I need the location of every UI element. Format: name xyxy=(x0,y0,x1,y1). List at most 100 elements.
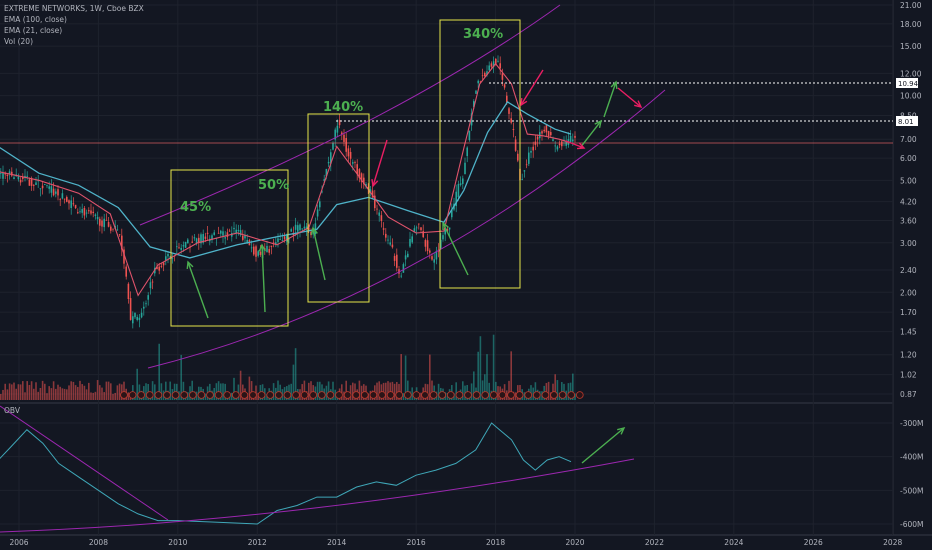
volume-bar xyxy=(92,392,94,400)
candle-body xyxy=(191,241,193,243)
red-arrow xyxy=(372,139,388,187)
red-arrow-head xyxy=(520,97,528,107)
candle-body xyxy=(433,259,435,263)
volume-bar xyxy=(426,384,429,400)
earnings-marker xyxy=(154,391,163,399)
candle-body xyxy=(8,171,11,175)
volume-bar xyxy=(277,380,279,400)
channel-lower-line xyxy=(147,89,666,369)
volume-bar xyxy=(510,351,512,400)
volume-bar xyxy=(349,385,352,400)
candle-body xyxy=(380,215,383,221)
volume-bar xyxy=(325,385,328,400)
candle-body xyxy=(316,209,319,217)
candle-body xyxy=(343,134,345,142)
volume-bar xyxy=(534,382,537,400)
candle-body xyxy=(123,249,125,264)
earnings-marker xyxy=(472,391,481,399)
volume-bar xyxy=(574,393,576,400)
volume-bar xyxy=(55,388,57,400)
volume-bar xyxy=(6,389,9,400)
volume-bar xyxy=(110,383,112,400)
candle-body xyxy=(413,228,416,233)
candle-body xyxy=(336,125,339,133)
candle-body xyxy=(44,184,46,185)
candle-body xyxy=(429,250,431,253)
volume-bar xyxy=(382,382,385,400)
candle-body xyxy=(151,281,154,283)
obv-green-arrow-head xyxy=(617,426,626,435)
candle-body xyxy=(517,153,519,161)
volume-bar xyxy=(220,383,222,400)
candle-body xyxy=(28,179,31,186)
earnings-marker xyxy=(292,391,300,399)
y-tick-label: 15.00 xyxy=(900,42,922,51)
gain-label: 340% xyxy=(463,27,503,42)
volume-bar xyxy=(345,380,347,400)
volume-bar xyxy=(17,384,20,400)
candle-body xyxy=(55,191,57,194)
candle-body xyxy=(226,232,229,237)
candle-body xyxy=(19,179,22,183)
candle-body xyxy=(495,58,497,65)
candle-body xyxy=(321,191,323,193)
candle-body xyxy=(409,238,411,247)
candle-body xyxy=(112,228,114,230)
candle-body xyxy=(396,254,398,268)
volume-bar xyxy=(360,385,363,400)
green-arrow-head xyxy=(258,243,266,252)
volume-bar xyxy=(239,370,242,400)
y-tick-label: 1.70 xyxy=(900,308,917,317)
volume-bar xyxy=(2,389,4,400)
volume-bar xyxy=(70,381,72,400)
volume-bar xyxy=(191,380,193,400)
candle-body xyxy=(334,129,336,140)
volume-bar xyxy=(48,386,50,400)
earnings-marker xyxy=(421,391,429,399)
candle-body xyxy=(94,214,97,216)
earnings-marker xyxy=(274,391,283,399)
volume-bar xyxy=(299,389,301,400)
volume-bar xyxy=(22,381,24,400)
candle-body xyxy=(217,232,220,234)
volume-bar xyxy=(385,382,387,400)
candle-body xyxy=(266,245,268,253)
volume-bar xyxy=(407,380,409,400)
volume-bar xyxy=(74,385,77,400)
earnings-marker xyxy=(395,391,404,399)
earnings-marker xyxy=(146,391,154,399)
candle-body xyxy=(521,179,523,180)
earnings-marker xyxy=(412,391,421,399)
candle-body xyxy=(41,185,44,189)
candle-body xyxy=(105,219,108,221)
candle-body xyxy=(237,229,240,232)
earnings-marker xyxy=(343,391,352,399)
candle-body xyxy=(158,266,160,271)
candle-body xyxy=(477,80,479,84)
candle-body xyxy=(547,131,550,137)
volume-bar xyxy=(116,385,119,400)
volume-bar xyxy=(497,386,499,400)
candle-body xyxy=(72,203,75,205)
candle-body xyxy=(352,162,354,164)
candle-body xyxy=(0,173,2,174)
candle-body xyxy=(484,72,486,77)
candle-body xyxy=(444,229,446,235)
y-tick-label: 6.00 xyxy=(900,154,917,163)
candle-body xyxy=(48,186,50,189)
x-tick-label: 2010 xyxy=(168,538,187,547)
candle-body xyxy=(277,238,279,242)
x-tick-label: 2008 xyxy=(89,538,108,547)
candle-body xyxy=(22,177,24,179)
volume-bar xyxy=(136,368,138,400)
earnings-marker xyxy=(524,391,532,399)
candle-body xyxy=(290,229,292,232)
candle-body xyxy=(308,228,310,231)
candle-body xyxy=(572,139,574,142)
volume-bar xyxy=(248,376,251,400)
candle-body xyxy=(187,239,189,244)
candle-body xyxy=(490,63,493,67)
volume-bar xyxy=(4,383,6,400)
volume-bar xyxy=(272,383,275,400)
earnings-marker xyxy=(189,391,197,399)
